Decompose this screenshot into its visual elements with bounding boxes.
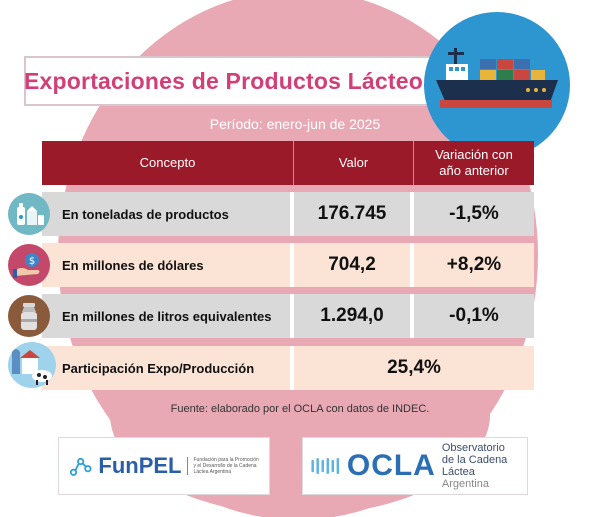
row-concept: Participación Expo/Producción xyxy=(42,346,294,390)
table-header: Concepto Valor Variación con año anterio… xyxy=(42,141,534,185)
table-row: En toneladas de productos 176.745 -1,5% xyxy=(42,192,534,236)
row-variation: -0,1% xyxy=(449,305,499,326)
dairy-products-icon xyxy=(8,193,50,235)
ocla-subtitle: Observatorio de la Cadena Láctea Argenti… xyxy=(441,442,508,490)
row-concept: En millones de dólares xyxy=(42,243,294,287)
funpel-subtitle: Fundación para la Promoción y el Desarro… xyxy=(187,457,269,475)
table-row: Participación Expo/Producción 25,4% xyxy=(42,346,534,390)
funpel-nodes-icon xyxy=(69,457,92,476)
cargo-ship-icon xyxy=(424,12,570,158)
page-title: Exportaciones de Productos Lácteos xyxy=(24,67,436,94)
ocla-logo: OCLA Observatorio de la Cadena Láctea Ar… xyxy=(302,437,528,495)
title-box: Exportaciones de Productos Lácteos xyxy=(24,56,436,106)
header-value: Valor xyxy=(294,141,414,185)
ocla-wave-icon xyxy=(311,458,340,474)
row-value: 176.745 xyxy=(294,192,414,236)
row-value: 704,2 xyxy=(294,243,414,287)
ocla-name: OCLA xyxy=(346,449,436,482)
header-variation: Variación con año anterior xyxy=(414,141,534,185)
header-variation-line1: Variación con xyxy=(435,147,513,162)
row-value: 1.294,0 xyxy=(294,294,414,338)
row-variation: -1,5% xyxy=(449,203,499,224)
money-hand-icon: $ xyxy=(8,244,50,286)
funpel-logo: FunPEL Fundación para la Promoción y el … xyxy=(58,437,270,495)
cow-farm-icon xyxy=(8,342,56,388)
header-concept: Concepto xyxy=(42,141,294,185)
period-subtitle: Período: enero-jun de 2025 xyxy=(209,116,381,132)
table-row: En millones de litros equivalentes 1.294… xyxy=(42,294,534,338)
row-value: 25,4% xyxy=(387,357,441,378)
header-variation-line2: año anterior xyxy=(439,163,509,178)
row-variation: +8,2% xyxy=(446,254,502,275)
row-concept: En toneladas de productos xyxy=(42,192,294,236)
funpel-name: FunPEL xyxy=(98,453,182,478)
source-note: Fuente: elaborado por el OCLA con datos … xyxy=(170,403,430,415)
svg-text:$: $ xyxy=(29,256,35,267)
table-row: En millones de dólares 704,2 +8,2% xyxy=(42,243,534,287)
milk-can-icon xyxy=(8,295,50,337)
row-concept: En millones de litros equivalentes xyxy=(42,294,294,338)
